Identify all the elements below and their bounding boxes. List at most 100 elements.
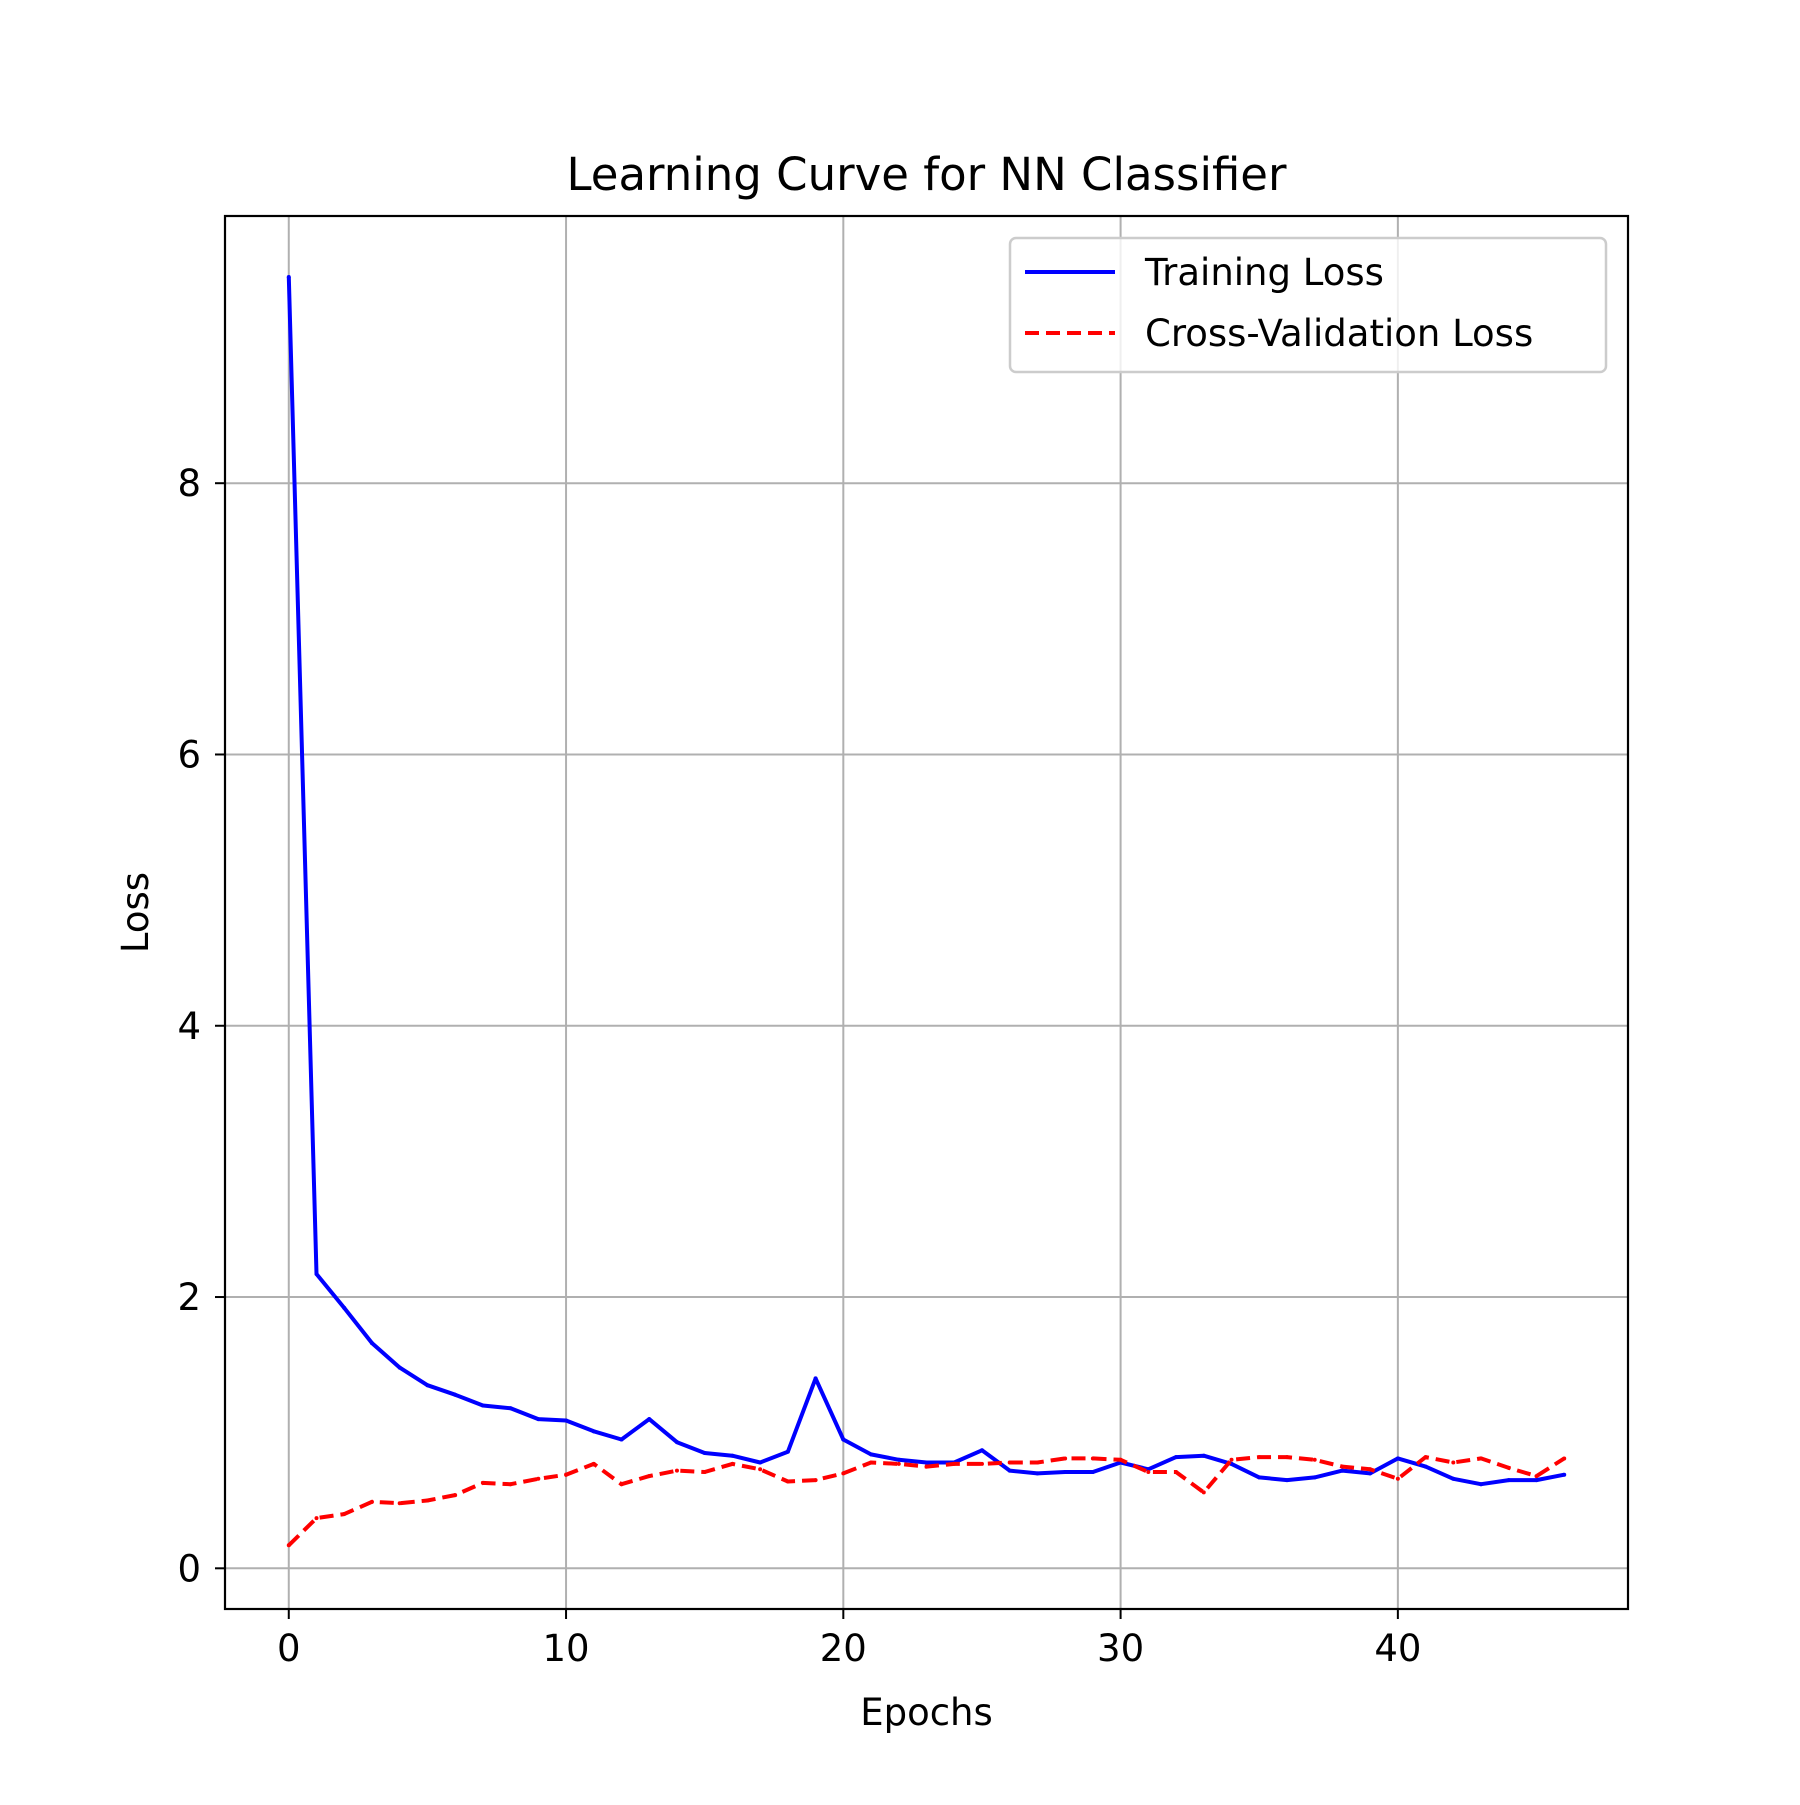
data-point-cross-validation-loss (1229, 1457, 1234, 1462)
data-point-cross-validation-loss (619, 1482, 624, 1487)
data-point-cross-validation-loss (896, 1461, 901, 1466)
data-point-cross-validation-loss (785, 1479, 790, 1484)
data-point-training-loss (1174, 1455, 1179, 1460)
data-point-cross-validation-loss (536, 1476, 541, 1481)
x-tick-label: 10 (542, 1627, 589, 1670)
data-point-training-loss (480, 1403, 485, 1408)
chart-title: Learning Curve for NN Classifier (567, 148, 1287, 201)
x-tick-label: 30 (1097, 1627, 1144, 1670)
data-point-training-loss (591, 1429, 596, 1434)
axis-ticks: 0 10 20 30 40 0 2 4 6 8 (177, 462, 1421, 1670)
data-point-cross-validation-loss (591, 1461, 596, 1466)
data-point-training-loss (841, 1437, 846, 1442)
data-point-cross-validation-loss (453, 1493, 458, 1498)
data-point-cross-validation-loss (1534, 1474, 1539, 1479)
data-point-training-loss (1090, 1470, 1095, 1475)
data-point-training-loss (1562, 1472, 1567, 1477)
data-point-cross-validation-loss (1257, 1455, 1262, 1460)
data-point-training-loss (397, 1365, 402, 1370)
y-tick-label: 6 (177, 733, 201, 776)
data-point-cross-validation-loss (952, 1461, 957, 1466)
data-point-cross-validation-loss (1035, 1460, 1040, 1465)
data-point-training-loss (1284, 1478, 1289, 1483)
x-tick-label: 20 (820, 1627, 867, 1670)
data-point-training-loss (1201, 1453, 1206, 1458)
data-point-cross-validation-loss (314, 1516, 319, 1521)
data-point-training-loss (1063, 1470, 1068, 1475)
data-point-training-loss (1007, 1468, 1012, 1473)
data-point-cross-validation-loss (647, 1474, 652, 1479)
data-point-training-loss (342, 1305, 347, 1310)
data-point-training-loss (924, 1460, 929, 1465)
data-point-cross-validation-loss (1063, 1456, 1068, 1461)
data-point-training-loss (1368, 1471, 1373, 1476)
data-point-cross-validation-loss (1423, 1455, 1428, 1460)
data-point-training-loss (425, 1383, 430, 1388)
legend-label-cross-validation-loss: Cross-Validation Loss (1145, 312, 1533, 355)
data-point-cross-validation-loss (813, 1478, 818, 1483)
data-point-cross-validation-loss (758, 1467, 763, 1472)
data-point-cross-validation-loss (1007, 1460, 1012, 1465)
data-point-cross-validation-loss (924, 1464, 929, 1469)
data-point-training-loss (896, 1457, 901, 1462)
data-point-training-loss (1479, 1482, 1484, 1487)
grid (225, 216, 1628, 1609)
data-point-training-loss (564, 1418, 569, 1423)
y-tick-label: 2 (177, 1276, 201, 1319)
plot-frame (223, 214, 1630, 1611)
y-axis-title: Loss (114, 872, 157, 953)
data-point-training-loss (1257, 1475, 1262, 1480)
y-tick-label: 4 (177, 1005, 201, 1048)
data-point-cross-validation-loss (1451, 1460, 1456, 1465)
data-point-cross-validation-loss (1395, 1476, 1400, 1481)
data-point-training-loss (674, 1440, 679, 1445)
data-point-training-loss (314, 1271, 319, 1276)
data-point-training-loss (730, 1453, 735, 1458)
data-point-training-loss (1035, 1471, 1040, 1476)
data-point-cross-validation-loss (730, 1461, 735, 1466)
data-point-cross-validation-loss (841, 1471, 846, 1476)
data-point-training-loss (619, 1437, 624, 1442)
data-point-training-loss (813, 1376, 818, 1381)
data-point-cross-validation-loss (1146, 1470, 1151, 1475)
data-point-cross-validation-loss (1201, 1490, 1206, 1495)
data-point-cross-validation-loss (1562, 1456, 1567, 1461)
x-tick-label: 0 (277, 1627, 301, 1670)
data-point-cross-validation-loss (508, 1482, 513, 1487)
data-point-training-loss (1395, 1456, 1400, 1461)
legend-label-training-loss: Training Loss (1144, 251, 1384, 294)
data-point-training-loss (536, 1417, 541, 1422)
data-point-cross-validation-loss (564, 1472, 569, 1477)
data-point-cross-validation-loss (674, 1468, 679, 1473)
data-point-cross-validation-loss (1506, 1465, 1511, 1470)
data-point-training-loss (702, 1451, 707, 1456)
data-point-cross-validation-loss (369, 1499, 374, 1504)
data-point-training-loss (1451, 1476, 1456, 1481)
data-point-cross-validation-loss (425, 1498, 430, 1503)
legend: Training Loss Cross-Validation Loss (1008, 236, 1608, 374)
data-point-training-loss (869, 1452, 874, 1457)
data-point-cross-validation-loss (286, 1543, 291, 1548)
data-point-training-loss (1312, 1475, 1317, 1480)
data-point-training-loss (758, 1460, 763, 1465)
data-point-cross-validation-loss (1118, 1457, 1123, 1462)
data-point-cross-validation-loss (702, 1470, 707, 1475)
data-point-training-loss (1340, 1468, 1345, 1473)
data-point-cross-validation-loss (1368, 1467, 1373, 1472)
data-point-training-loss (979, 1448, 984, 1453)
data-point-cross-validation-loss (342, 1512, 347, 1517)
data-point-cross-validation-loss (1174, 1470, 1179, 1475)
data-point-cross-validation-loss (1312, 1457, 1317, 1462)
data-point-training-loss (647, 1417, 652, 1422)
data-point-cross-validation-loss (397, 1501, 402, 1506)
data-point-training-loss (453, 1392, 458, 1397)
y-tick-label: 8 (177, 462, 201, 505)
series-lines (286, 275, 1567, 1548)
data-point-training-loss (508, 1406, 513, 1411)
data-point-cross-validation-loss (1090, 1456, 1095, 1461)
x-axis-title: Epochs (860, 1691, 993, 1734)
x-tick-label: 40 (1374, 1627, 1421, 1670)
data-point-cross-validation-loss (869, 1460, 874, 1465)
